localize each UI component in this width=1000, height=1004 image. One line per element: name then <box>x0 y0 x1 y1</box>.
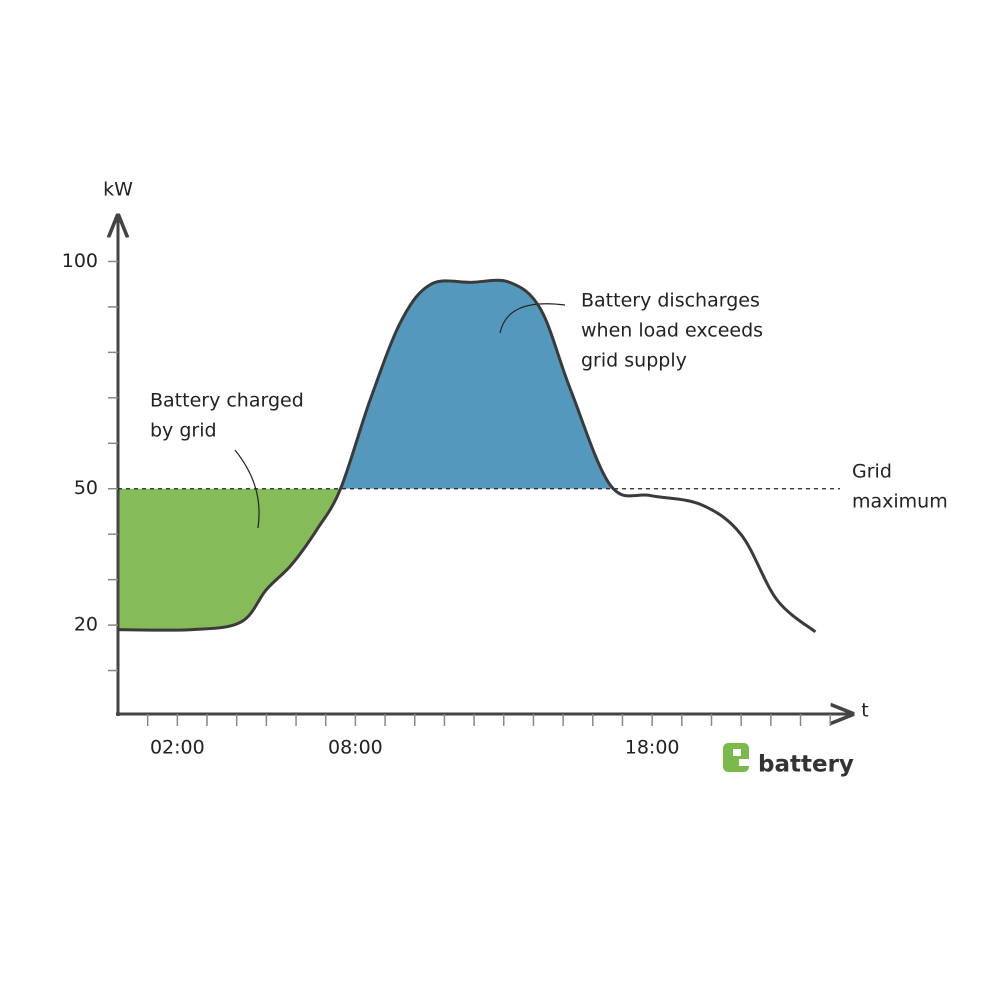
logo: battery <box>723 743 854 778</box>
x-axis-label: t <box>861 700 868 722</box>
y-tick-label: 100 <box>62 250 98 272</box>
logo-icon <box>733 749 741 756</box>
annotation: Battery discharges <box>581 290 760 312</box>
annotation: by grid <box>150 420 217 442</box>
y-axis-label: kW <box>103 179 133 201</box>
x-tick-label: 02:00 <box>150 737 205 759</box>
logo-icon <box>723 743 749 772</box>
annotation: when load exceeds <box>581 320 763 342</box>
leader-line <box>234 449 260 529</box>
x-tick-label: 08:00 <box>328 737 383 759</box>
leader-line <box>499 303 566 334</box>
annotation: grid supply <box>581 350 687 372</box>
grid-max-label: maximum <box>852 491 948 513</box>
x-tick-label: 18:00 <box>625 737 680 759</box>
load-line <box>117 278 817 634</box>
charge-area <box>118 488 341 631</box>
annotation: Battery charged <box>150 390 304 412</box>
discharge-area <box>118 280 816 489</box>
logo-icon <box>739 759 749 766</box>
logo-text: battery <box>758 752 854 778</box>
y-tick-label: 20 <box>74 614 98 636</box>
y-tick-label: 50 <box>74 477 98 499</box>
grid-max-label: Grid <box>852 461 892 483</box>
